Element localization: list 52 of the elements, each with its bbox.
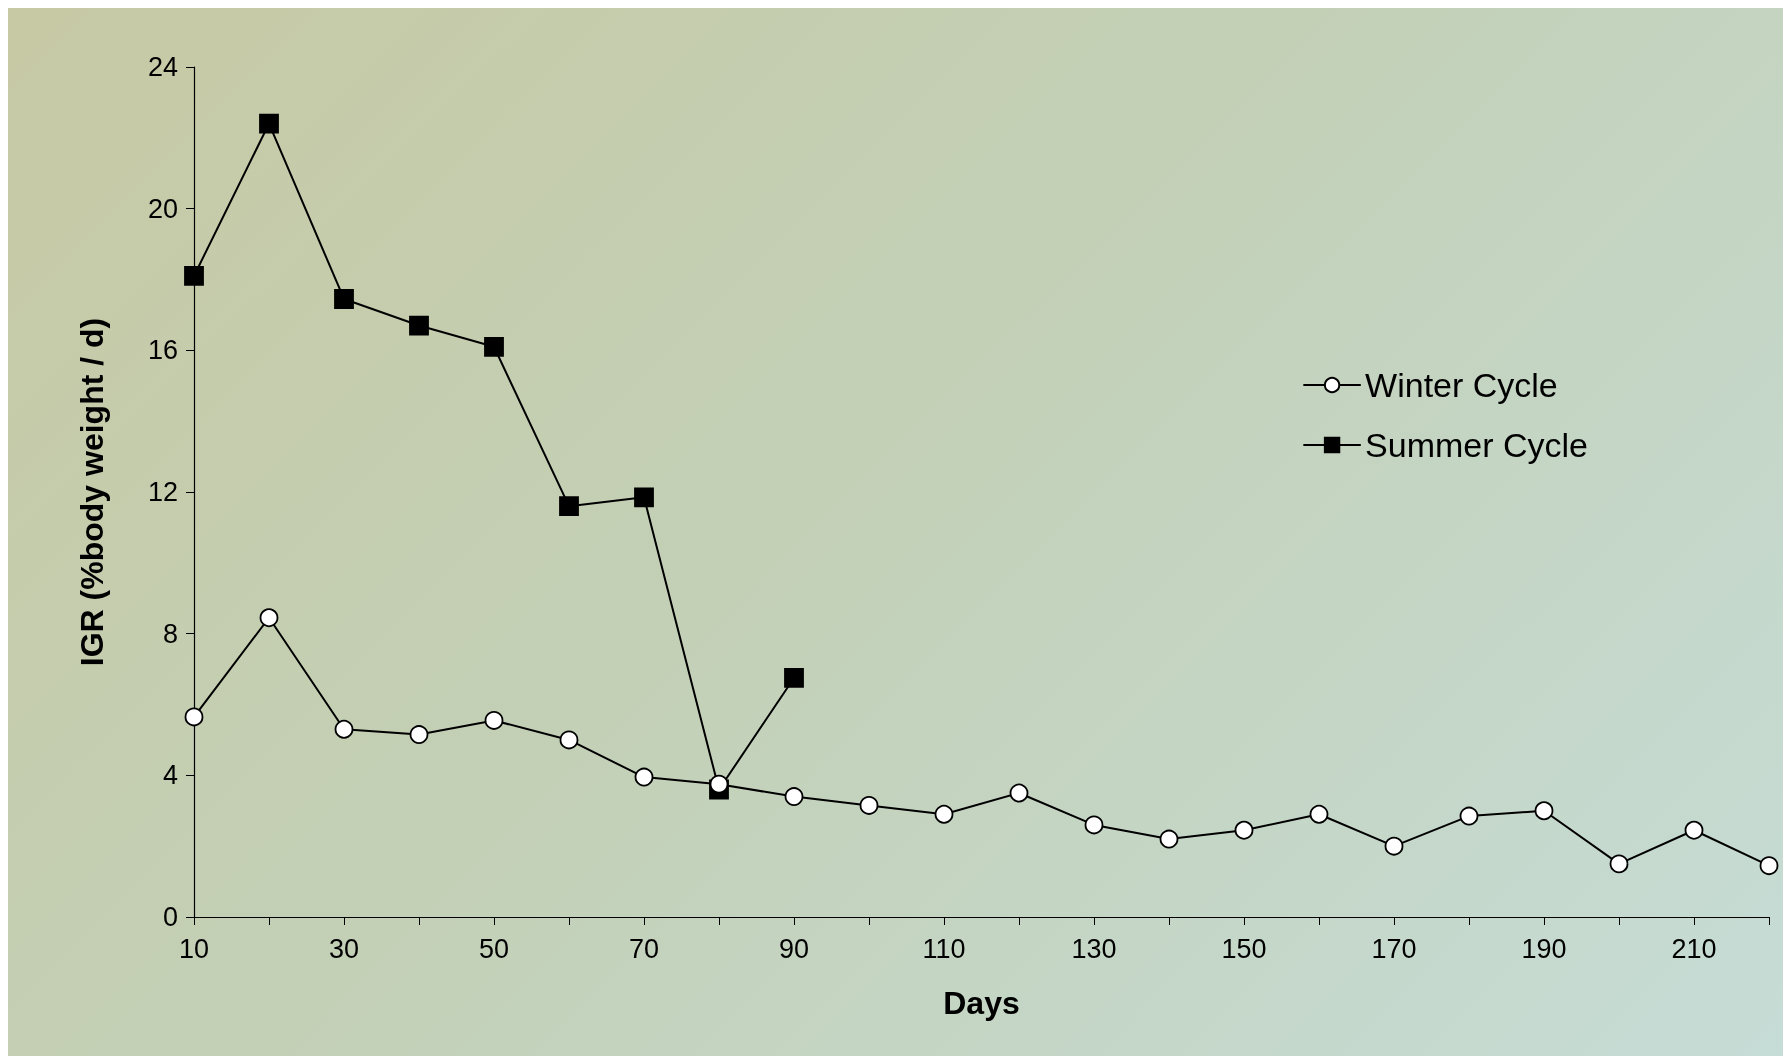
point xyxy=(484,711,504,730)
x-tick-label: 190 xyxy=(1521,933,1567,964)
x-tick-label: 110 xyxy=(922,933,966,964)
y-tick-label: 16 xyxy=(147,335,178,366)
point xyxy=(1534,801,1554,821)
point xyxy=(634,487,654,508)
legend-label: Summer Cycle xyxy=(1365,426,1589,464)
y-tick-label: 4 xyxy=(162,760,178,791)
point xyxy=(1309,804,1329,824)
point xyxy=(859,796,879,815)
point xyxy=(409,315,429,336)
x-tick-label: 90 xyxy=(778,933,810,964)
point xyxy=(1084,815,1104,835)
point xyxy=(484,336,504,357)
point xyxy=(259,608,279,628)
y-tick-label: 8 xyxy=(162,618,178,649)
y-tick-label: 24 xyxy=(147,52,178,82)
point xyxy=(934,804,954,824)
point xyxy=(1009,783,1029,803)
point xyxy=(559,496,579,517)
legend-label: Winter Cycle xyxy=(1365,366,1558,404)
x-tick-label: 70 xyxy=(628,933,660,964)
x-tick-label: 50 xyxy=(478,933,510,964)
point xyxy=(334,719,354,739)
point xyxy=(184,707,204,727)
y-tick-label: 0 xyxy=(162,902,178,932)
point xyxy=(1459,806,1479,826)
point xyxy=(784,668,804,688)
point xyxy=(259,113,279,134)
x-tick-label: 150 xyxy=(1221,933,1267,964)
y-axis-title: IGR (%body weight / d) xyxy=(74,317,110,667)
point xyxy=(1684,820,1704,840)
point xyxy=(409,725,429,744)
point xyxy=(1759,856,1779,876)
point xyxy=(1609,854,1629,874)
x-tick-label: 170 xyxy=(1371,933,1417,964)
y-tick-label: 20 xyxy=(147,193,178,224)
x-tick-label: 10 xyxy=(178,933,210,964)
point xyxy=(1159,829,1179,849)
x-axis-title: Days xyxy=(943,985,1020,1021)
x-tick-label: 210 xyxy=(1671,933,1717,964)
x-tick-label: 130 xyxy=(1071,933,1117,964)
point xyxy=(709,774,729,794)
point xyxy=(1234,820,1254,840)
point xyxy=(559,730,579,750)
point xyxy=(184,266,204,286)
point xyxy=(634,767,654,787)
point xyxy=(1384,836,1404,856)
point xyxy=(334,289,354,309)
y-tick-label: 12 xyxy=(147,477,178,507)
x-tick-label: 30 xyxy=(328,933,360,964)
point xyxy=(784,787,804,806)
